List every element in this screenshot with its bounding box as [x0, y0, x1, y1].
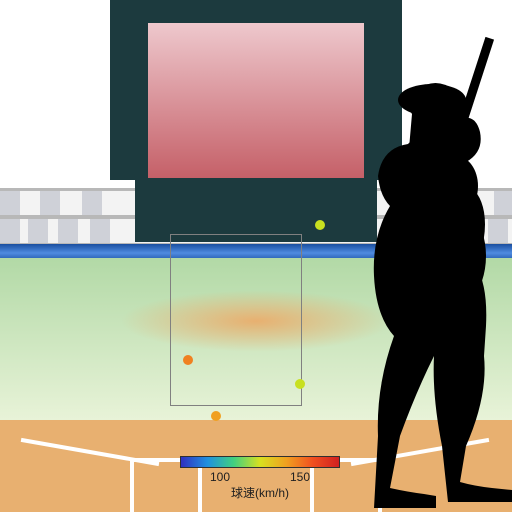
stand-slat	[0, 191, 20, 215]
stand-slat	[40, 191, 60, 215]
speed-legend: 100 150 球速(km/h)	[180, 456, 340, 501]
pitch-marker	[183, 355, 193, 365]
legend-tick: 100	[210, 470, 230, 484]
pitch-location-chart: 100 150 球速(km/h)	[0, 0, 512, 512]
stand-slat	[58, 219, 78, 243]
stand-slat	[28, 219, 48, 243]
scoreboard-screen	[148, 23, 364, 178]
scoreboard-pillar	[135, 180, 377, 242]
legend-ticks: 100 150	[180, 470, 340, 484]
strike-zone	[170, 234, 302, 406]
batters-box-right-outer	[378, 458, 382, 512]
stand-slat	[0, 219, 20, 243]
stand-slat	[494, 191, 512, 215]
pitch-marker	[211, 411, 221, 421]
stand-slat	[452, 191, 472, 215]
batters-box-left-outer	[130, 458, 134, 512]
stand-slat	[488, 219, 508, 243]
pitch-marker	[295, 379, 305, 389]
pitch-marker	[315, 220, 325, 230]
stand-slat	[82, 191, 102, 215]
stand-slat	[420, 219, 440, 243]
legend-colorbar	[180, 456, 340, 468]
legend-tick: 150	[290, 470, 310, 484]
stand-slat	[90, 219, 110, 243]
legend-label: 球速(km/h)	[180, 484, 340, 501]
stand-slat	[454, 219, 474, 243]
